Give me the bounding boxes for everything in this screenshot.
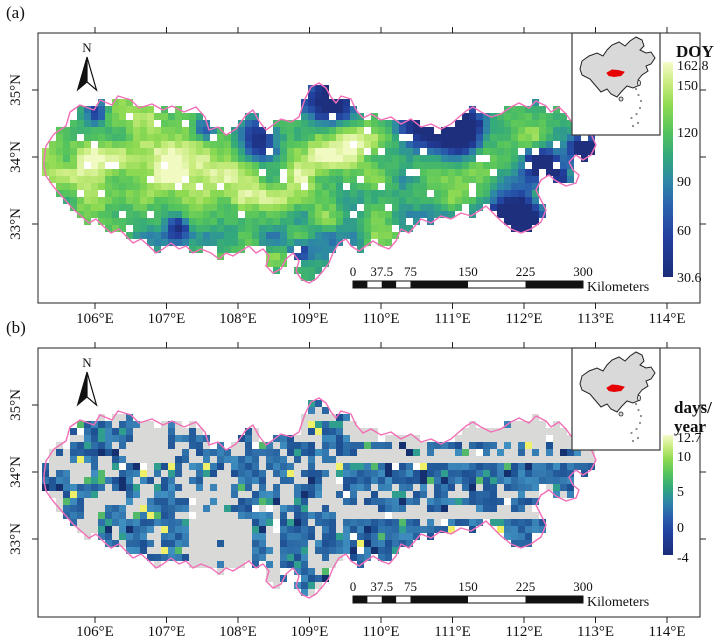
scalebar-number: 225: [516, 264, 536, 279]
lon-tick-label: 107°E: [148, 311, 186, 327]
north-arrow-panel-b: N: [76, 355, 98, 407]
lon-tick-label: 112°E: [505, 311, 542, 327]
north-label: N: [82, 40, 92, 55]
raster-cells-panel-b: [42, 400, 595, 596]
scalebar-number: 150: [458, 264, 478, 279]
scalebar-segments: [353, 281, 583, 288]
lon-tick-label: 114°E: [648, 311, 685, 327]
colorbar-gradient: [663, 62, 673, 277]
north-arrow-right-half: [86, 371, 98, 407]
scalebar-number: 75: [404, 579, 417, 594]
lon-tick-label: 111°E: [434, 624, 471, 640]
study-region-outline-b: [43, 397, 597, 599]
kilometers-label: Kilometers: [587, 595, 649, 610]
scalebar-number: 75: [404, 264, 417, 279]
scalebar-panel-b: 0 37.5 75 150 225 300 Kilometers: [350, 579, 649, 610]
lat-tick-label: 35°N: [8, 389, 24, 421]
raster-cells-panel-a: [42, 85, 595, 281]
y-axis-panel-b: 35°N 34°N 33°N: [8, 389, 24, 555]
colorbar-tick-label: 162.8: [677, 59, 709, 74]
colorbar-tick-label: 150: [677, 79, 698, 94]
lon-tick-label: 109°E: [291, 311, 329, 327]
panel-a-label: (a): [6, 3, 25, 22]
scalebar-number: 300: [573, 579, 593, 594]
colorbar-title: DOY: [676, 42, 714, 61]
study-region-outline-a: [43, 82, 597, 284]
lon-tick-label: 107°E: [148, 624, 186, 640]
inset-china-map-panel-b: [571, 347, 661, 451]
lon-tick-label: 106°E: [76, 311, 114, 327]
panel-b-frame: [37, 347, 701, 618]
scalebar-number: 225: [516, 579, 536, 594]
axis-ticks: [32, 27, 706, 623]
north-arrow-left-half: [76, 56, 88, 92]
kilometers-label: Kilometers: [587, 280, 649, 295]
colorbar-tick-label: 30.6: [677, 271, 702, 286]
lat-tick-label: 34°N: [8, 456, 24, 488]
north-label: N: [82, 355, 92, 370]
lon-tick-label: 110°E: [362, 311, 399, 327]
scalebar-number: 37.5: [370, 264, 393, 279]
lat-tick-label: 34°N: [8, 141, 24, 173]
north-arrow-panel-a: N: [76, 40, 98, 92]
scalebar-number: 150: [458, 579, 478, 594]
x-axis-panel-a: 106°E 107°E 108°E 109°E 110°E 111°E 112°…: [76, 311, 685, 327]
lat-tick-label: 33°N: [8, 523, 24, 555]
colorbar-panel-a: DOY 162.8 150 120 90 60 30.6: [663, 42, 714, 286]
inset-china-map-panel-a: [571, 32, 661, 136]
colorbar-tick-label: 90: [677, 175, 691, 190]
y-axis-panel-a: 35°N 34°N 33°N: [8, 74, 24, 240]
north-arrow-right-half: [86, 56, 98, 92]
colorbar-tick-label: 10: [677, 450, 691, 465]
panel-b-label: (b): [6, 318, 26, 337]
colorbar-title-line1: days/: [674, 398, 712, 417]
colorbar-gradient: [663, 435, 673, 555]
colorbar-panel-b: days/ year 12.7 10 5 0 -4: [663, 398, 712, 566]
lon-tick-label: 110°E: [362, 624, 399, 640]
lon-tick-label: 108°E: [219, 624, 257, 640]
scalebar-number: 37.5: [370, 579, 393, 594]
lon-tick-label: 113°E: [577, 624, 614, 640]
lon-tick-label: 109°E: [291, 624, 329, 640]
lon-tick-label: 106°E: [76, 624, 114, 640]
scalebar-number: 0: [350, 579, 357, 594]
lon-tick-label: 108°E: [219, 311, 257, 327]
lat-tick-label: 35°N: [8, 74, 24, 106]
scalebar-segments: [353, 596, 583, 603]
colorbar-tick-label: 5: [677, 485, 684, 500]
panel-a-frame: [37, 32, 701, 304]
colorbar-tick-label: 120: [677, 126, 698, 141]
scalebar-panel-a: 0 37.5 75 150 225 300 Kilometers: [350, 264, 649, 295]
lon-tick-label: 113°E: [577, 311, 614, 327]
lat-tick-label: 33°N: [8, 208, 24, 240]
scalebar-number: 300: [573, 264, 593, 279]
colorbar-tick-label: 0: [677, 521, 684, 536]
lon-tick-label: 114°E: [648, 624, 685, 640]
colorbar-title-line2: year: [674, 417, 707, 436]
lon-tick-label: 111°E: [434, 311, 471, 327]
lon-tick-label: 112°E: [505, 624, 542, 640]
colorbar-tick-label: 12.7: [677, 431, 702, 446]
x-axis-panel-b: 106°E 107°E 108°E 109°E 110°E 111°E 112°…: [76, 624, 685, 640]
scalebar-number: 0: [350, 264, 357, 279]
north-arrow-left-half: [76, 371, 88, 407]
colorbar-tick-label: 60: [677, 224, 691, 239]
colorbar-tick-label: -4: [677, 551, 689, 566]
